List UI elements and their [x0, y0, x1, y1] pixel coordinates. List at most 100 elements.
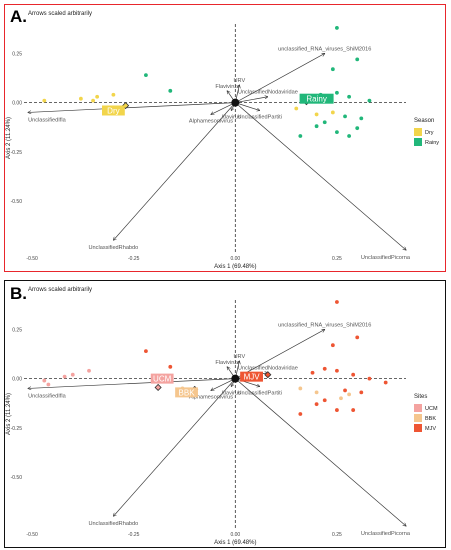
arrow-label: Flavivirus	[215, 84, 239, 90]
arrow-label: unclassified_RNA_viruses_ShiM2016	[278, 46, 371, 52]
arrow-label: URV	[234, 78, 246, 84]
legend-entry-label: BBK	[425, 416, 436, 422]
data-point	[347, 94, 352, 99]
centroid-diamond	[154, 383, 162, 392]
data-point	[322, 366, 327, 371]
arrow-label: Alphamesonivirus	[189, 118, 233, 124]
arrow-label: UnclassifiedRhabdo	[89, 245, 139, 251]
arrow-label: unclassified_RNA_viruses_ShiM2016	[278, 322, 371, 328]
centroid-label-text: MJV	[244, 373, 261, 382]
arrow-label: UnclassifiedRhabdo	[89, 521, 139, 527]
data-point	[335, 368, 339, 373]
y-tick-label: -0.50	[11, 475, 23, 481]
loading-arrow	[235, 378, 259, 387]
arrow-label: Flavivirus	[215, 360, 239, 366]
legend-swatch	[414, 414, 422, 422]
centroid-label-text: Dry	[107, 106, 119, 115]
origin-marker	[231, 374, 240, 383]
loading-arrow	[235, 329, 324, 379]
centroid-label-text: UCM	[153, 375, 172, 384]
loading-arrow	[235, 53, 324, 103]
x-axis-label: Axis 1 (69.48%)	[214, 264, 256, 270]
legend: Season Dry Rainy	[414, 118, 439, 146]
data-point	[314, 112, 319, 117]
data-point	[335, 90, 339, 95]
data-point	[298, 386, 303, 391]
data-point	[347, 134, 352, 138]
data-point	[46, 382, 51, 387]
centroid-label-box	[175, 387, 198, 398]
data-point	[70, 372, 75, 377]
data-point	[330, 343, 335, 348]
arrow-label: UnclassifiedIfla	[28, 117, 67, 123]
y-tick-label: 0.25	[12, 327, 22, 333]
legend-title: Season	[414, 118, 434, 124]
x-tick-label: -0.25	[128, 532, 140, 538]
panel-b-label: B.	[10, 284, 27, 303]
centroid-label-text: BBK	[179, 388, 196, 397]
data-point	[62, 374, 67, 379]
data-point	[359, 390, 364, 395]
legend: Sites UCM BBK MJV	[414, 394, 438, 432]
legend-entry-label: Dry	[425, 130, 434, 136]
arrow-label: Alphamesonivirus	[189, 394, 233, 400]
data-point	[314, 402, 319, 407]
data-point	[298, 134, 303, 138]
centroid-label-box	[150, 373, 174, 384]
arrow-label: URV	[234, 354, 246, 360]
data-point	[168, 88, 173, 93]
data-point	[168, 364, 173, 369]
x-tick-label: 0.25	[332, 532, 342, 538]
data-point	[322, 398, 327, 403]
legend-entry-label: MJV	[425, 426, 436, 432]
data-point	[42, 378, 47, 383]
arrow-label: UnclassifiedPicorna	[361, 531, 411, 537]
origin-marker	[231, 98, 240, 107]
y-tick-label: -0.25	[11, 150, 23, 156]
data-point	[314, 390, 319, 395]
panel-a-frame	[4, 4, 446, 272]
data-point	[314, 124, 319, 129]
data-point	[294, 106, 299, 111]
x-tick-label: 0.00	[230, 256, 240, 262]
data-point	[322, 120, 327, 125]
loading-arrow	[211, 102, 236, 115]
arrow-label: Iflavirus	[222, 114, 241, 120]
panel-a-label: A.	[10, 7, 27, 26]
arrow-label: UnclassifiedPartiti	[237, 390, 281, 396]
data-point	[355, 57, 360, 62]
chart-title: Arrows scaled arbitrarily	[28, 287, 92, 293]
data-point	[298, 412, 303, 416]
data-point	[351, 372, 356, 377]
x-tick-label: 0.00	[230, 532, 240, 538]
arrow-label: UnclassifiedNodaviridae	[238, 366, 298, 372]
data-point	[367, 98, 372, 103]
data-point	[78, 96, 83, 101]
loading-arrow	[235, 102, 259, 111]
legend-swatch	[414, 404, 422, 412]
data-point	[367, 376, 372, 381]
y-tick-label: -0.50	[11, 199, 23, 205]
data-point	[91, 98, 95, 103]
centroid-diamond	[264, 371, 272, 379]
y-tick-label: -0.25	[11, 426, 23, 432]
data-point	[355, 126, 360, 131]
data-point	[144, 73, 148, 78]
data-point	[343, 388, 347, 393]
data-point	[347, 392, 352, 397]
data-point	[335, 408, 339, 412]
loading-arrow	[28, 102, 236, 113]
panel-b-frame	[4, 280, 446, 548]
data-point	[330, 67, 335, 72]
data-point	[355, 335, 360, 340]
data-point	[383, 380, 388, 385]
centroid-label-box	[102, 105, 125, 116]
data-point	[335, 130, 339, 135]
panel-a-chart: Arrows scaled arbitrarily -0.50 -0.25 0.00 0…	[6, 11, 439, 270]
data-point	[111, 92, 116, 97]
centroid-label-text: Rainy	[306, 95, 326, 104]
data-point	[335, 26, 339, 30]
y-tick-label: 0.25	[12, 51, 22, 57]
x-axis-label: Axis 1 (69.48%)	[214, 540, 256, 546]
data-point	[359, 116, 364, 121]
